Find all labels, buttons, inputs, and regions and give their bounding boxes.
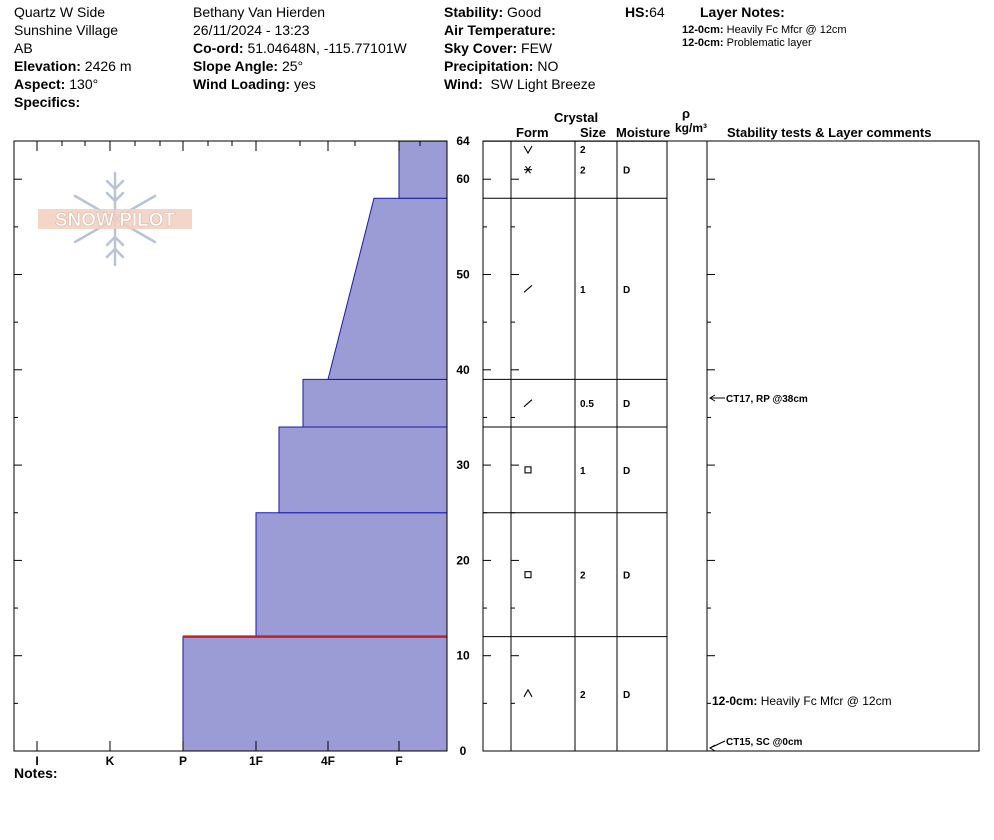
- y-tick-label-40: 40: [456, 363, 470, 377]
- layer-note-2: 12-0cm: Problematic layer: [682, 37, 812, 49]
- y-tick-label-30: 30: [456, 458, 470, 472]
- y-tick-label-60: 60: [456, 172, 470, 186]
- crystal-size-1: 2: [580, 166, 586, 177]
- snow-height: HS:64: [625, 4, 665, 20]
- y-tick-label-0: 0: [460, 744, 467, 758]
- x-tick-label-K: K: [106, 754, 115, 768]
- hardness-layer-2: [278, 426, 448, 514]
- layer-notes-title: Layer Notes:: [700, 4, 785, 20]
- size-header: Size: [580, 125, 607, 140]
- sky-cover: Sky Cover: FEW: [444, 40, 553, 56]
- y-tick-label-20: 20: [456, 553, 470, 567]
- moisture-1: D: [623, 166, 630, 177]
- density-symbol: ρ: [682, 106, 691, 121]
- observer-name: Bethany Van Hierden: [193, 4, 326, 20]
- layer-comment-0: 12-0cm: Heavily Fc Mfcr @ 12cm: [712, 694, 892, 708]
- stability-test-1: CT15, SC @0cm: [726, 737, 803, 748]
- hardness-layer-4: [327, 197, 448, 380]
- crystal-form-4: [524, 466, 532, 474]
- hardness-layer-0: [182, 636, 448, 752]
- logo-text: SNOW PILOT: [55, 210, 176, 231]
- aspect: Aspect: 130°: [14, 76, 99, 92]
- wind-loading: Wind Loading: yes: [193, 76, 316, 92]
- location-name: Quartz W Side: [14, 4, 106, 20]
- moisture-2: D: [623, 285, 630, 296]
- crystal-form-5: [524, 571, 532, 579]
- moisture-header: Moisture: [616, 125, 671, 140]
- precipitation: Precipitation: NO: [444, 58, 559, 74]
- comments-header: Stability tests & Layer comments: [727, 125, 932, 140]
- layer-table-frame: [482, 140, 980, 752]
- stability-arrowhead-0: [709, 394, 716, 402]
- crystal-size-6: 2: [580, 690, 586, 701]
- coordinates: Co-ord: 51.04648N, -115.77101W: [193, 40, 407, 56]
- x-tick-label-P: P: [179, 754, 187, 768]
- layer-note-1: 12-0cm: Heavily Fc Mfcr @ 12cm: [682, 24, 847, 36]
- moisture-4: D: [623, 466, 630, 477]
- moisture-3: D: [623, 399, 630, 410]
- crystal-form-2: [523, 284, 533, 293]
- crystal-size-0: 2: [580, 145, 586, 156]
- crystal-form-6: [523, 688, 533, 698]
- x-tick-label-F: F: [395, 754, 402, 768]
- density-unit: kg/m³: [675, 121, 708, 135]
- hardness-layer-3: [302, 378, 448, 428]
- snowpilot-logo: SNOW PILOT: [38, 171, 192, 267]
- hardness-layer-5: [398, 140, 448, 199]
- air-temperature: Air Temperature:: [444, 22, 556, 38]
- y-tick-label-50: 50: [456, 268, 470, 282]
- crystal-header: Crystal: [554, 110, 599, 125]
- x-tick-label-I: I: [35, 754, 38, 768]
- crystal-size-4: 1: [580, 466, 586, 477]
- stability-arrowhead-1: [709, 744, 716, 752]
- slope-angle: Slope Angle: 25°: [193, 58, 304, 74]
- moisture-6: D: [623, 690, 630, 701]
- observation-datetime: 26/11/2024 - 13:23: [193, 22, 310, 38]
- crystal-size-5: 2: [580, 571, 586, 582]
- crystal-form-1: [524, 165, 532, 174]
- moisture-5: D: [623, 571, 630, 582]
- x-tick-label-1F: 1F: [249, 754, 263, 768]
- y-tick-label-64: 64: [456, 134, 470, 148]
- y-tick-label-10: 10: [456, 649, 470, 663]
- elevation: Elevation: 2426 m: [14, 58, 132, 74]
- specifics: Specifics:: [14, 94, 81, 110]
- wind: Wind: SW Light Breeze: [444, 76, 596, 92]
- crystal-size-2: 1: [580, 285, 586, 296]
- hardness-frame: [13, 140, 448, 752]
- crystal-form-3: [523, 399, 533, 408]
- area-name: Sunshine Village: [14, 22, 119, 38]
- x-tick-label-4F: 4F: [321, 754, 335, 768]
- form-header: Form: [516, 125, 549, 140]
- region-name: AB: [14, 40, 33, 56]
- crystal-size-3: 0.5: [580, 399, 594, 410]
- hardness-layer-1: [255, 512, 448, 638]
- stability: Stability: Good: [444, 4, 542, 20]
- notes-label: Notes:: [14, 765, 58, 781]
- crystal-form-0: [523, 145, 533, 155]
- stability-test-0: CT17, RP @38cm: [726, 394, 808, 405]
